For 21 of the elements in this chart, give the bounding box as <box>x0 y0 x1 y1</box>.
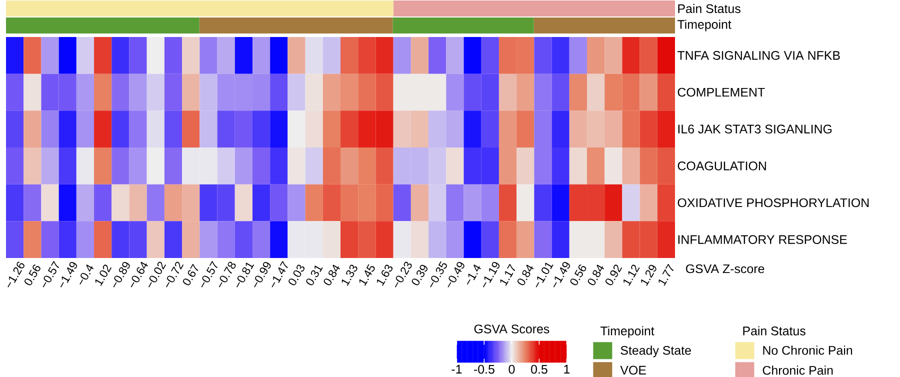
y-tick-label: COMPLEMENT <box>678 88 765 97</box>
y-tick-label: COAGULATION <box>678 162 766 170</box>
color-bar-label: 0.5 <box>531 364 548 374</box>
legend-label: VOE <box>620 366 646 375</box>
y-tick-label: Pain Status <box>678 4 740 14</box>
y-tick-label: OXIDATIVE PHOSPHORYLATION <box>678 198 869 208</box>
y-tick-label: TNFA SIGNALING VIA NFKB <box>677 51 840 60</box>
color-bar-title: GSVA Scores <box>474 324 550 334</box>
legend-title: Timepoint <box>600 326 654 338</box>
x-axis-title: GSVA Z-score <box>686 264 764 274</box>
y-tick-label: INFLAMMATORY RESPONSE <box>678 235 847 244</box>
color-bar-label: 1 <box>564 364 570 374</box>
color-bar-label: 0 <box>508 364 515 374</box>
legend-label: Steady State <box>620 346 691 358</box>
color-bar-label: -1 <box>452 364 462 374</box>
color-bar-label: -0.5 <box>474 364 494 374</box>
y-tick-label: Timepoint <box>677 20 732 32</box>
legend-label: No Chronic Pain <box>763 346 852 355</box>
legend-label: Chronic Pain <box>762 366 833 375</box>
legend-title: Pain Status <box>743 326 806 336</box>
y-tick-label: IL6 JAK STAT3 SIGANLING <box>678 124 832 134</box>
